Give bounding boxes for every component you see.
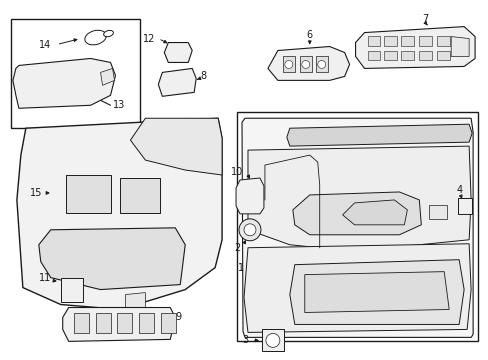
Text: 3: 3 <box>242 336 247 345</box>
Text: 9: 9 <box>175 312 181 323</box>
Polygon shape <box>286 124 471 146</box>
Bar <box>161 314 176 333</box>
Polygon shape <box>158 68 196 96</box>
Circle shape <box>265 333 279 347</box>
Bar <box>117 314 132 333</box>
Polygon shape <box>244 244 470 332</box>
Bar <box>315 57 327 72</box>
Polygon shape <box>267 46 349 80</box>
Polygon shape <box>247 146 470 250</box>
Circle shape <box>301 60 309 68</box>
Circle shape <box>285 60 292 68</box>
Bar <box>95 314 110 333</box>
Bar <box>419 50 431 60</box>
Polygon shape <box>304 272 448 312</box>
Bar <box>120 178 160 213</box>
Circle shape <box>317 60 325 68</box>
Bar <box>401 36 413 45</box>
Polygon shape <box>450 37 468 57</box>
Text: 5: 5 <box>321 128 327 138</box>
Polygon shape <box>242 118 472 337</box>
Text: 6: 6 <box>306 30 312 40</box>
Polygon shape <box>17 118 222 310</box>
Bar <box>457 198 471 214</box>
Circle shape <box>244 224 255 236</box>
Polygon shape <box>342 200 407 225</box>
Polygon shape <box>13 58 115 108</box>
Polygon shape <box>39 228 185 289</box>
Text: 7: 7 <box>421 14 427 24</box>
Bar <box>367 50 380 60</box>
Bar <box>384 50 397 60</box>
Polygon shape <box>355 27 474 68</box>
Bar <box>401 50 413 60</box>
Polygon shape <box>62 307 175 341</box>
Text: 8: 8 <box>200 71 206 81</box>
Ellipse shape <box>84 30 106 45</box>
Bar <box>367 36 380 45</box>
Text: 2: 2 <box>233 243 240 253</box>
Bar <box>237 112 477 341</box>
Bar <box>428 205 447 219</box>
Polygon shape <box>289 260 463 324</box>
Bar <box>11 19 140 128</box>
Polygon shape <box>236 178 264 214</box>
Bar <box>436 50 449 60</box>
Bar <box>436 36 449 45</box>
Circle shape <box>239 219 261 241</box>
Text: 15: 15 <box>30 188 42 198</box>
Polygon shape <box>101 68 114 85</box>
Text: 1: 1 <box>237 263 244 273</box>
Text: 11: 11 <box>39 273 51 283</box>
Bar <box>299 57 311 72</box>
Text: 12: 12 <box>142 33 155 44</box>
Polygon shape <box>292 192 421 235</box>
Ellipse shape <box>103 30 113 37</box>
Bar <box>61 278 82 302</box>
Bar <box>419 36 431 45</box>
Bar <box>65 175 110 213</box>
Text: 14: 14 <box>39 40 51 50</box>
Bar <box>139 314 154 333</box>
Bar <box>384 36 397 45</box>
Polygon shape <box>130 118 222 175</box>
Bar <box>74 314 88 333</box>
Bar <box>262 329 283 351</box>
Polygon shape <box>125 293 145 310</box>
Polygon shape <box>164 42 192 62</box>
Text: 13: 13 <box>112 100 124 110</box>
Text: 4: 4 <box>455 185 461 195</box>
Text: 10: 10 <box>230 167 243 177</box>
Bar <box>282 57 294 72</box>
